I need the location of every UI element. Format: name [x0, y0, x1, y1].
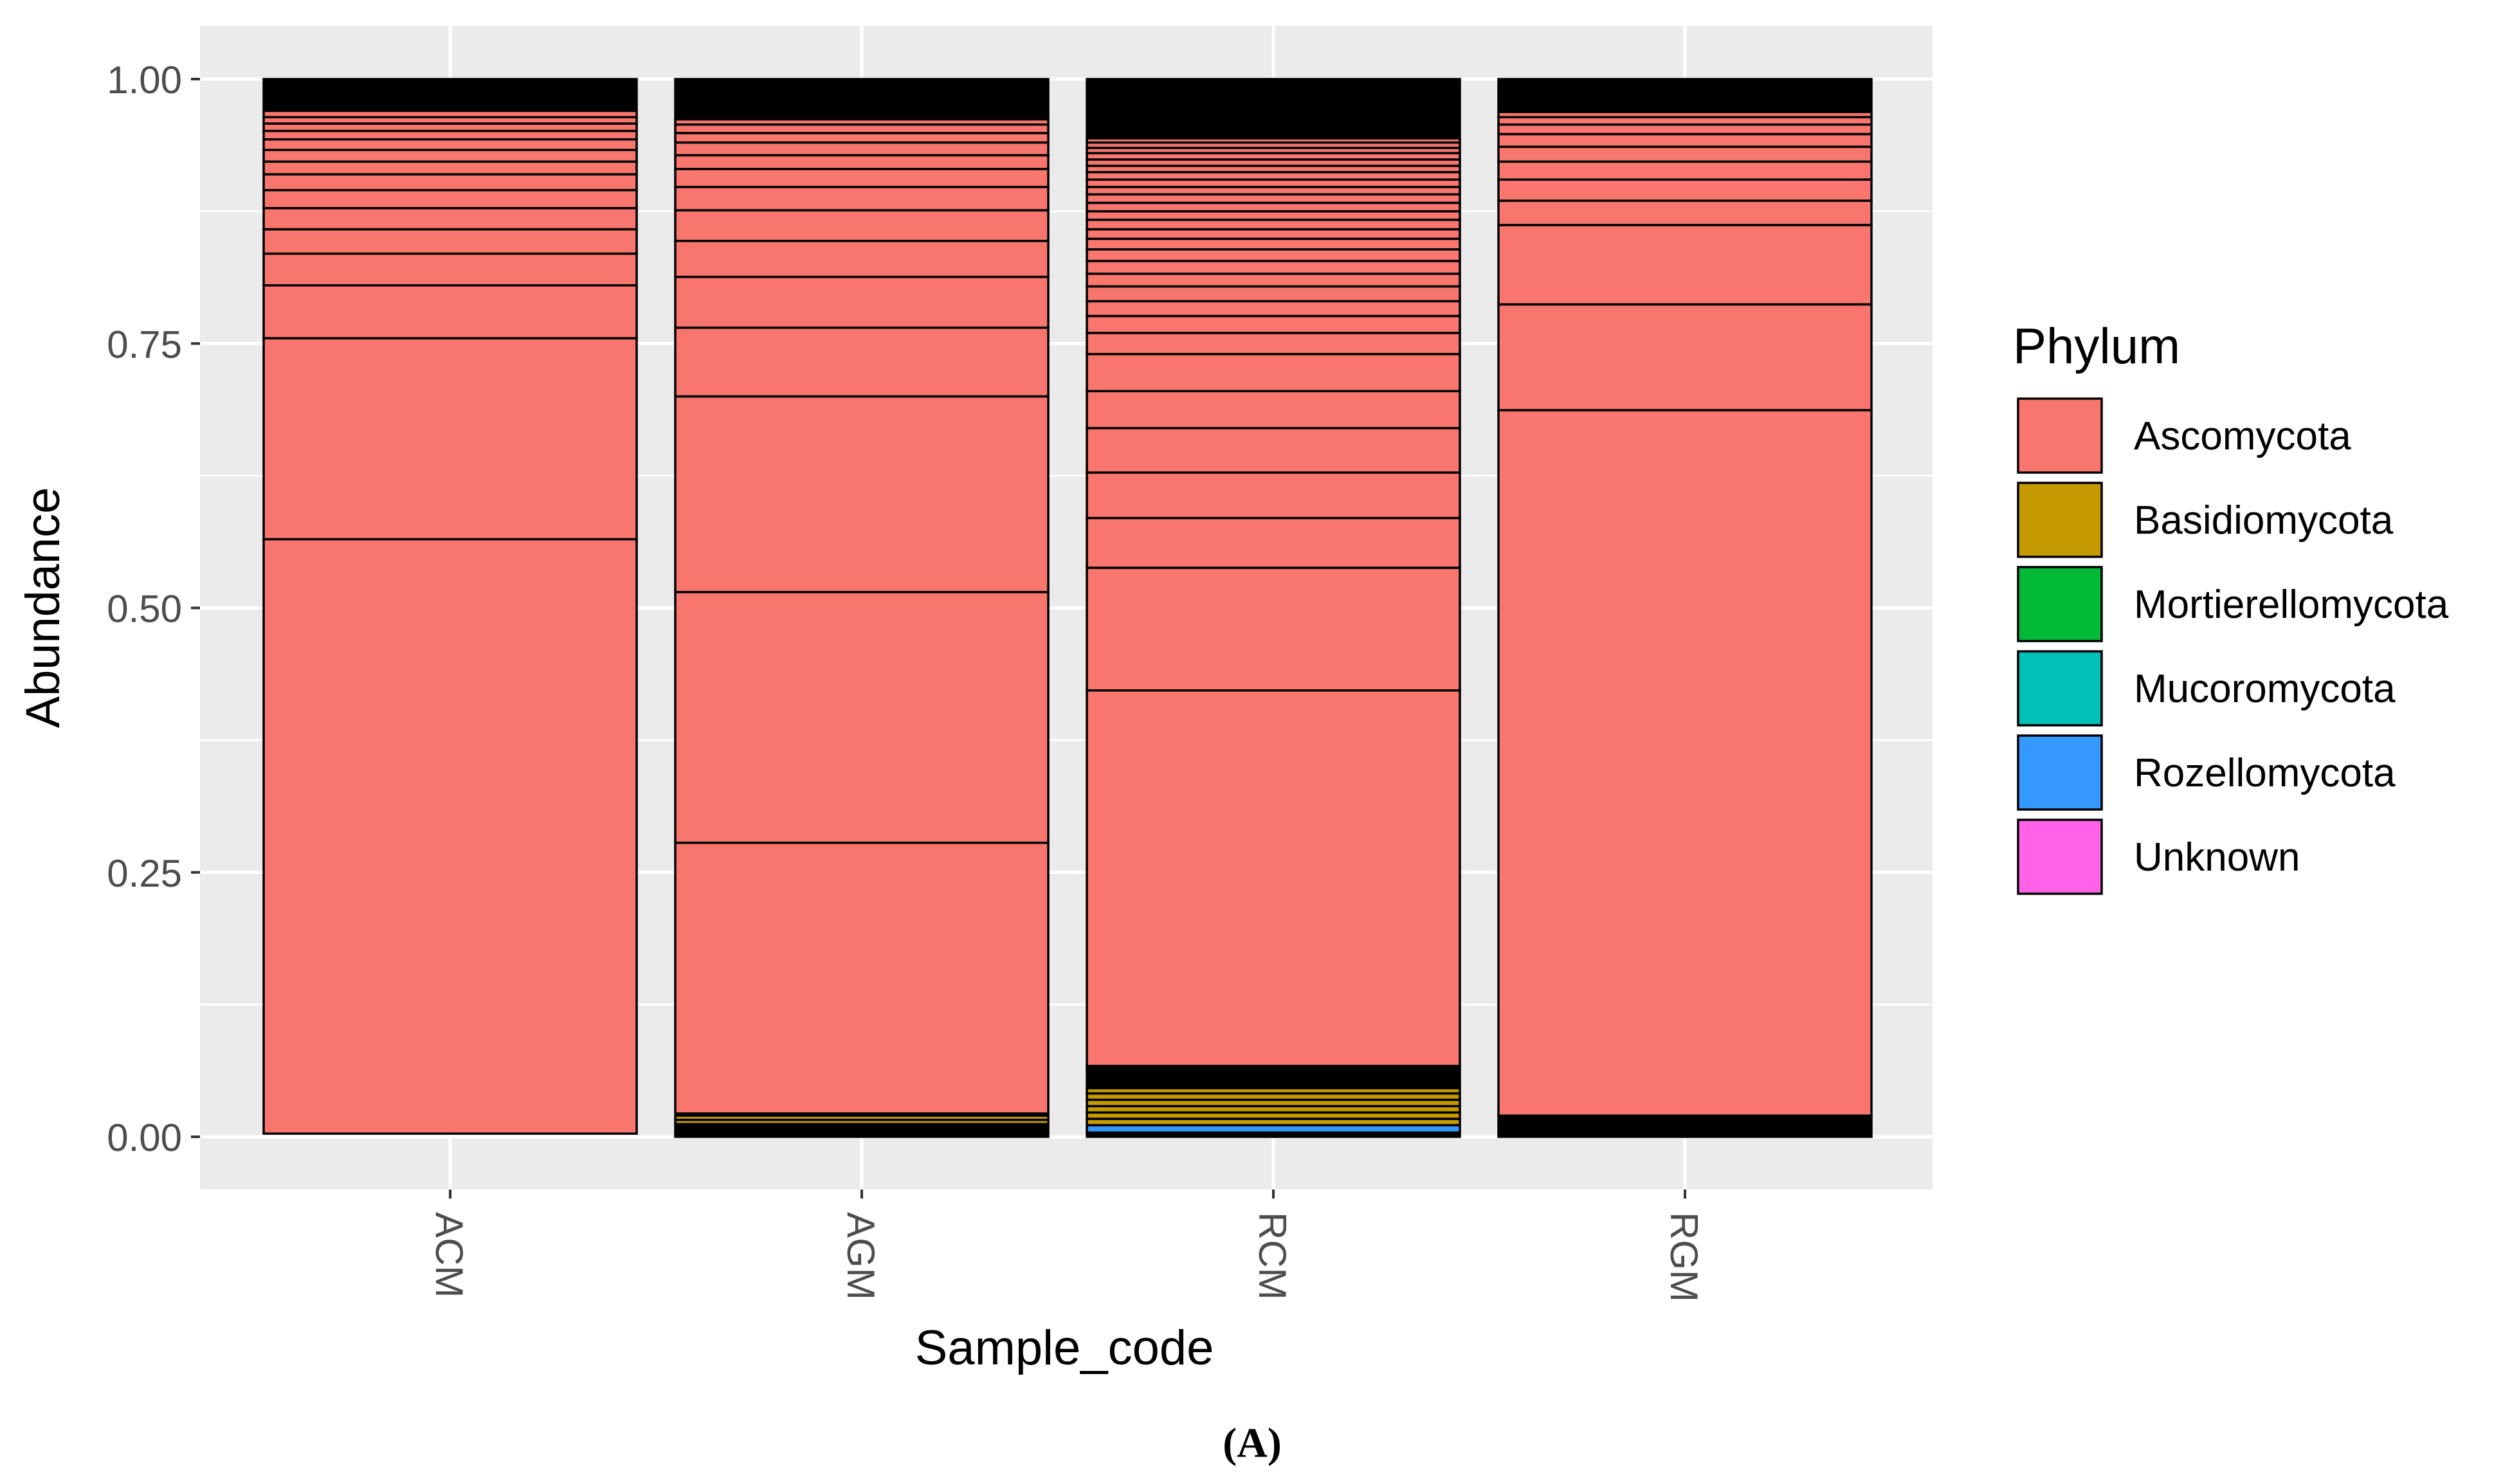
bar-segment-unknown [674, 1123, 1050, 1138]
legend: Phylum Ascomycota Basidiomycota Mortierell… [2013, 318, 2449, 895]
bar-segment-ascomycota [1497, 132, 1873, 149]
bar-segment-ascomycota [674, 239, 1050, 278]
bar-segment-unknown [674, 78, 1050, 121]
bar-segment-ascomycota [1497, 409, 1873, 1117]
x-tick-label: AGM [839, 1212, 882, 1300]
bar-segment-ascomycota [1497, 224, 1873, 306]
bar-stack-rgm [1497, 78, 1873, 1138]
bar-segment-ascomycota [262, 188, 638, 210]
bar-stack-rcm [1086, 78, 1461, 1138]
legend-label: Rozellomycota [2134, 751, 2396, 795]
bar-stack-acm [262, 78, 638, 1135]
bar-segment-ascomycota [1086, 285, 1461, 303]
x-tick-label: RCM [1251, 1212, 1294, 1300]
bar-segment-ascomycota [1497, 303, 1873, 412]
bar-segment-ascomycota [1086, 566, 1461, 692]
bar-segment-ascomycota [1086, 314, 1461, 334]
bar-segment-ascomycota [674, 154, 1050, 170]
bar-segment-ascomycota [674, 395, 1050, 593]
bar-segment-ascomycota [674, 132, 1050, 144]
bar-segment-ascomycota [674, 186, 1050, 212]
bar-segment-ascomycota [262, 160, 638, 176]
bar-segment-ascomycota [674, 141, 1050, 157]
bar-segment-ascomycota [1086, 228, 1461, 240]
legend-key-mortierellomycota [2017, 566, 2103, 642]
y-tick-label: 0.25 [107, 852, 182, 895]
bar-segment-basidiomycota [674, 1114, 1050, 1121]
legend-key-ascomycota [2017, 397, 2103, 474]
bar-segment-ascomycota [674, 841, 1050, 1115]
y-tick-label: 1.00 [107, 59, 182, 102]
bar-segment-ascomycota [262, 228, 638, 255]
bar-segment-ascomycota [1086, 272, 1461, 288]
bar-segment-ascomycota [262, 173, 638, 192]
legend-key-unknown [2017, 819, 2103, 895]
panel-label: (A) [1223, 1420, 1282, 1467]
bar-segment-ascomycota [1086, 427, 1461, 474]
y-tick-label: 0.00 [107, 1116, 182, 1159]
bar-segment-ascomycota [1497, 123, 1873, 136]
bar-segment-ascomycota [674, 275, 1050, 329]
bar-segment-ascomycota [1086, 390, 1461, 430]
bar-segment-ascomycota [1086, 237, 1461, 251]
bar-segment-ascomycota [1086, 201, 1461, 213]
bar-segment-ascomycota [1086, 516, 1461, 569]
y-tick-label: 0.75 [107, 323, 182, 366]
y-axis-title: Abundance [16, 487, 69, 728]
y-axis: 0.00 0.25 0.50 0.75 1.00 [107, 59, 200, 1159]
legend-label: Mortierellomycota [2134, 583, 2449, 627]
bars [262, 78, 1873, 1138]
bar-segment-ascomycota [1086, 332, 1461, 356]
bar-segment-ascomycota [1497, 160, 1873, 181]
bar-segment-ascomycota [1086, 689, 1461, 1067]
bar-segment-ascomycota [674, 168, 1050, 188]
x-tick-label: RGM [1662, 1212, 1706, 1302]
bar-segment-ascomycota [1497, 199, 1873, 226]
bar-segment-ascomycota [674, 591, 1050, 844]
legend-key-rozellomycota [2017, 734, 2103, 811]
bar-segment-unknown [1497, 78, 1873, 113]
y-tick-label: 0.50 [107, 588, 182, 631]
bar-segment-ascomycota [674, 326, 1050, 398]
bar-segment-ascomycota [262, 129, 638, 141]
bar-segment-ascomycota [262, 138, 638, 151]
bar-segment-ascomycota [1086, 352, 1461, 393]
bar-segment-ascomycota [1497, 178, 1873, 202]
legend-label: Mucoromycota [2134, 667, 2396, 711]
bar-segment-ascomycota [262, 538, 638, 1135]
bar-segment-ascomycota [1086, 248, 1461, 262]
legend-key-mucoromycota [2017, 650, 2103, 727]
bar-segment-ascomycota [1086, 193, 1461, 204]
bar-segment-ascomycota [262, 149, 638, 163]
bar-segment-unknown [262, 78, 638, 113]
x-tick-label: ACM [428, 1212, 471, 1298]
x-axis-title: Sample_code [915, 1321, 1214, 1375]
bar-segment-unknown [1086, 78, 1461, 140]
bar-segment-ascomycota [262, 337, 638, 541]
bar-segment-ascomycota [262, 284, 638, 339]
bar-stack-agm [674, 78, 1050, 1138]
bar-segment-ascomycota [1086, 300, 1461, 318]
bar-segment-ascomycota [1086, 219, 1461, 231]
legend-label: Unknown [2134, 835, 2300, 880]
bar-segment-unknown [1086, 1065, 1461, 1090]
legend-label: Basidiomycota [2134, 498, 2394, 543]
legend-title: Phylum [2013, 318, 2180, 374]
legend-key-basidiomycota [2017, 482, 2103, 558]
bar-segment-ascomycota [1086, 260, 1461, 275]
bar-segment-ascomycota [674, 123, 1050, 134]
bar-segment-ascomycota [674, 209, 1050, 242]
bar-segment-ascomycota [1086, 210, 1461, 221]
legend-label: Ascomycota [2134, 414, 2351, 458]
x-axis: ACM AGM RCM RGM [428, 1190, 1706, 1302]
bar-segment-ascomycota [262, 252, 638, 287]
bar-segment-ascomycota [262, 206, 638, 231]
bar-segment-ascomycota [1497, 145, 1873, 163]
bar-segment-unknown [1497, 1114, 1873, 1138]
bar-segment-ascomycota [1086, 471, 1461, 520]
